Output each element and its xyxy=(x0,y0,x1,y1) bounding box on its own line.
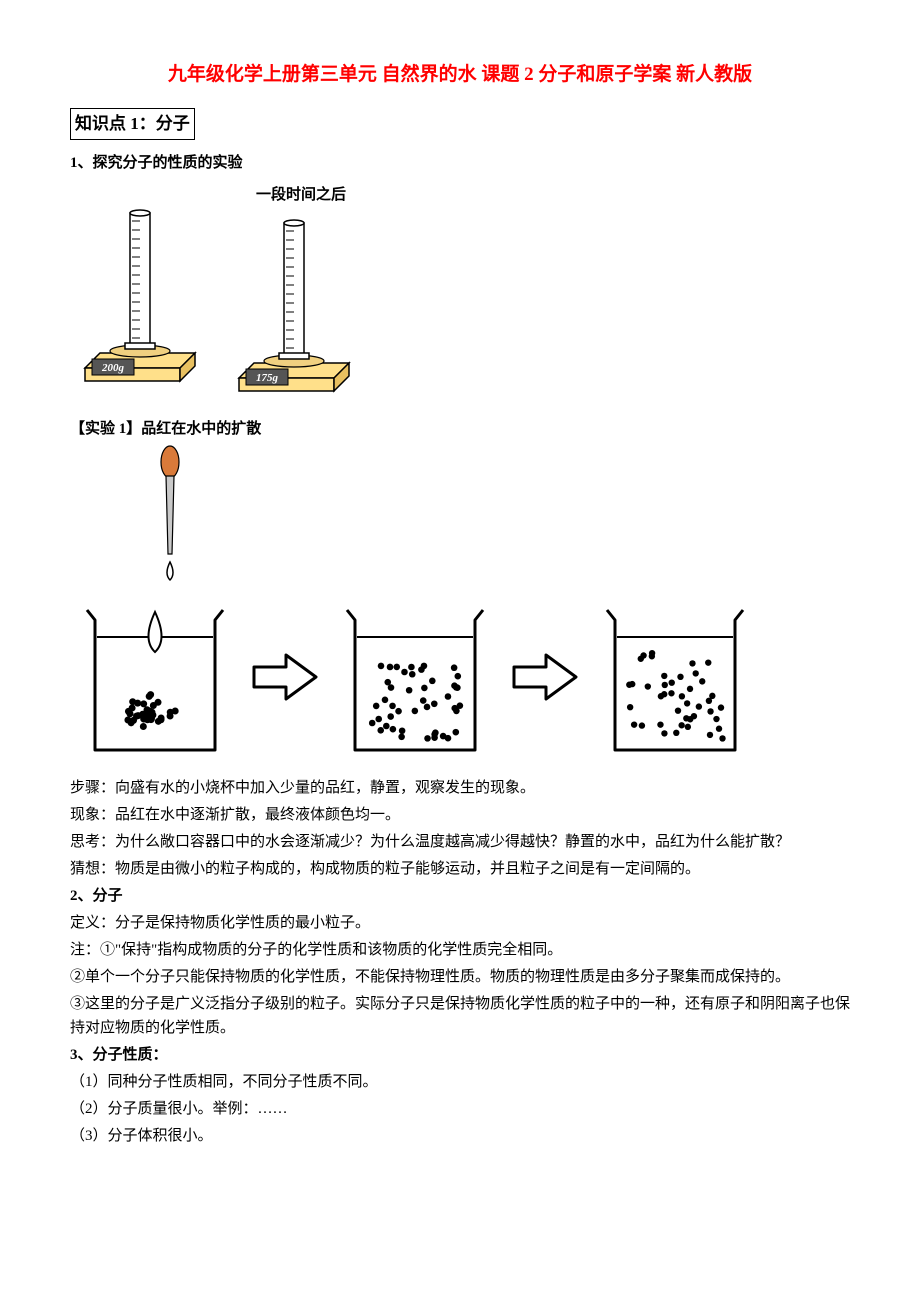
experiment-1-label: 【实验 1】品红在水中的扩散 xyxy=(70,417,850,441)
svg-text:200g: 200g xyxy=(101,362,125,374)
section-heading: 知识点 1：分子 xyxy=(70,108,195,139)
scale-figure: 200g 一段时间之后 175g xyxy=(70,183,850,403)
note-2: ②单个一个分子只能保持物质的化学性质，不能保持物理性质。物质的物理性质是由多分子… xyxy=(70,965,850,989)
definition: 定义：分子是保持物质化学性质的最小粒子。 xyxy=(70,911,850,935)
note-1: 注：①"保持"指构成物质的分子的化学性质和该物质的化学性质完全相同。 xyxy=(70,938,850,962)
prop-2: （2）分子质量很小。举例：…… xyxy=(70,1097,850,1121)
item-2: 2、分子 xyxy=(70,884,850,908)
scale-after: 175g xyxy=(224,203,364,403)
thinking: 思考：为什么敞口容器口中的水会逐渐减少？为什么温度越高减少得越快？静置的水中，品… xyxy=(70,830,850,854)
item-3: 3、分子性质： xyxy=(70,1043,850,1067)
guess: 猜想：物质是由微小的粒子构成的，构成物质的粒子能够运动，并且粒子之间是有一定间隔… xyxy=(70,857,850,881)
phenomenon: 现象：品红在水中逐渐扩散，最终液体颜色均一。 xyxy=(70,803,850,827)
dropper xyxy=(110,444,230,584)
arrow-2 xyxy=(510,647,580,707)
svg-text:175g: 175g xyxy=(256,372,279,384)
steps: 步骤：向盛有水的小烧杯中加入少量的品红，静置，观察发生的现象。 xyxy=(70,776,850,800)
page-title: 九年级化学上册第三单元 自然界的水 课题 2 分子和原子学案 新人教版 xyxy=(70,60,850,90)
beaker-1 xyxy=(70,592,240,762)
scale-after-block: 一段时间之后 175g xyxy=(224,183,364,403)
item-1: 1、探究分子的性质的实验 xyxy=(70,151,850,175)
beaker-2 xyxy=(330,592,500,762)
diffusion-figure xyxy=(70,444,850,762)
beaker-3 xyxy=(590,592,760,762)
prop-1: （1）同种分子性质相同，不同分子性质不同。 xyxy=(70,1070,850,1094)
scale-before: 200g xyxy=(70,193,210,393)
arrow-1 xyxy=(250,647,320,707)
prop-3: （3）分子体积很小。 xyxy=(70,1124,850,1148)
note-3: ③这里的分子是广义泛指分子级别的粒子。实际分子只是保持物质化学性质的粒子中的一种… xyxy=(70,992,850,1040)
